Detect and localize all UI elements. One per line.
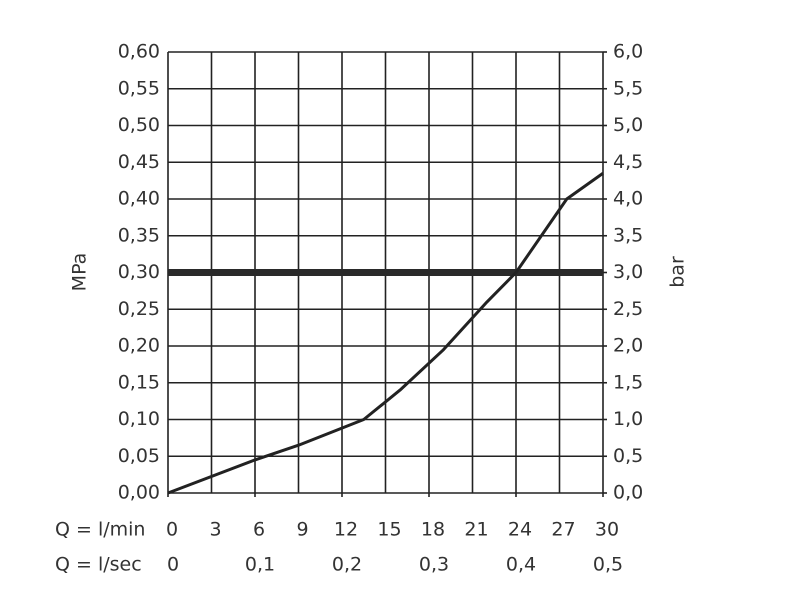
- y2-tick-label: 1,5: [613, 371, 643, 393]
- data-line: [167, 172, 604, 495]
- y2-tick-label: 2,0: [613, 335, 643, 357]
- x-tick-label: 30: [595, 519, 619, 541]
- x-tick-label: 0: [166, 519, 178, 541]
- x2-tick-label: 0,2: [332, 554, 362, 576]
- x2-tick-label: 0,1: [245, 554, 275, 576]
- y2-axis-label: bar: [667, 256, 689, 288]
- x-axis-label: Q = l/min: [55, 519, 145, 541]
- x2-axis-label: Q = l/sec: [55, 554, 142, 576]
- y-tick-label: 0,35: [118, 224, 160, 246]
- y2-tick-label: 5,5: [613, 77, 643, 99]
- x-tick-label: 12: [334, 519, 358, 541]
- y2-tick-label: 0,5: [613, 445, 643, 467]
- x2-tick-label: 0,5: [593, 554, 623, 576]
- y-tick-label: 0,50: [118, 114, 160, 136]
- y-tick-label: 0,40: [118, 188, 160, 210]
- y2-tick-label: 4,0: [613, 188, 643, 210]
- x2-tick-label: 0,3: [419, 554, 449, 576]
- y-tick-label: 0,05: [118, 445, 160, 467]
- x-tick-label: 21: [464, 519, 488, 541]
- x-tick-label: 18: [421, 519, 445, 541]
- y2-tick-label: 2,5: [613, 298, 643, 320]
- x-tick-label: 24: [508, 519, 532, 541]
- y-tick-label: 0,55: [118, 77, 160, 99]
- y-tick-label: 0,10: [118, 408, 160, 430]
- y-tick-label: 0,30: [118, 261, 160, 283]
- x2-tick-label: 0: [167, 554, 179, 576]
- x-tick-label: 3: [209, 519, 221, 541]
- x2-tick-label: 0,4: [506, 554, 536, 576]
- y-tick-label: 0,25: [118, 298, 160, 320]
- y2-tick-label: 4,5: [613, 151, 643, 173]
- y2-tick-label: 6,0: [613, 41, 643, 63]
- y-tick-label: 0,45: [118, 151, 160, 173]
- y-tick-label: 0,20: [118, 335, 160, 357]
- y2-tick-label: 3,0: [613, 261, 643, 283]
- x-tick-label: 27: [551, 519, 575, 541]
- y-tick-label: 0,00: [118, 482, 160, 504]
- y2-tick-label: 5,0: [613, 114, 643, 136]
- y-tick-label: 0,15: [118, 371, 160, 393]
- y2-tick-label: 3,5: [613, 224, 643, 246]
- y-axis-label: MPa: [69, 253, 91, 292]
- x-tick-label: 15: [377, 519, 401, 541]
- y-tick-label: 0,60: [118, 41, 160, 63]
- x-tick-label: 6: [253, 519, 265, 541]
- y2-tick-label: 0,0: [613, 482, 643, 504]
- x-tick-label: 9: [296, 519, 308, 541]
- y2-tick-label: 1,0: [613, 408, 643, 430]
